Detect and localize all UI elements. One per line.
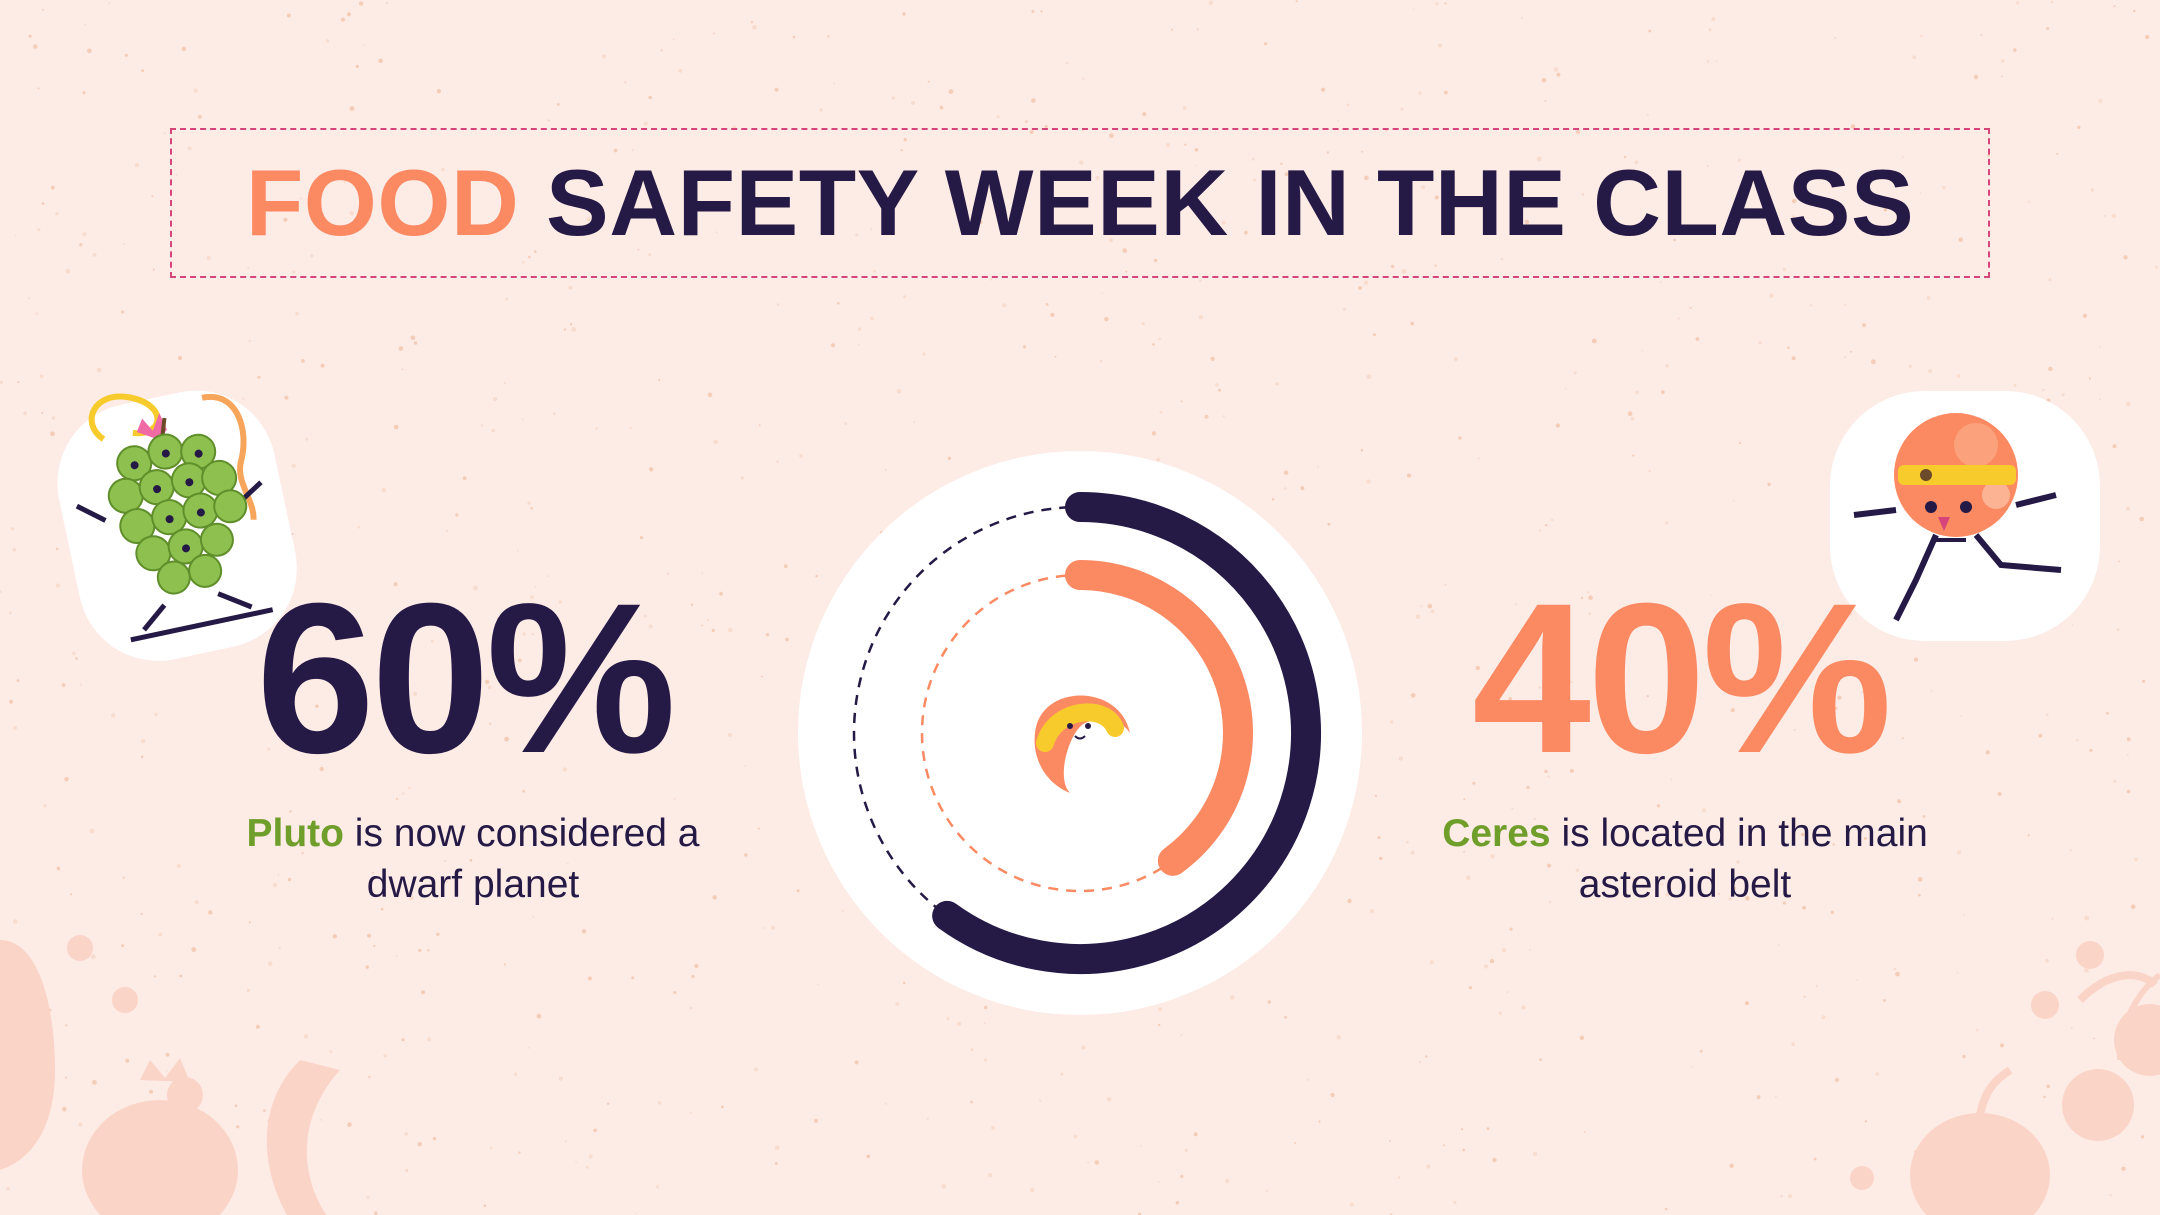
page-title: FOOD SAFETY WEEK IN THE CLASS [246,149,1914,257]
title-rest: SAFETY WEEK IN THE CLASS [546,150,1915,255]
caption-right-highlight: Ceres [1442,812,1551,855]
arc-series-1 [932,492,1321,974]
fruit-silhouette-icon [0,935,340,1215]
chart-backdrop [798,451,1362,1015]
grape-sticker-icon [57,390,297,661]
title-box: FOOD SAFETY WEEK IN THE CLASS [170,128,1990,278]
caption-left-highlight: Pluto [246,812,344,855]
caption-left: Pluto is now considered a dwarf planet [213,808,733,910]
peach-sticker-icon [1830,391,2100,641]
arc-series-2 [1065,560,1253,876]
caption-left-text: is now considered a dwarf planet [343,812,700,906]
caption-right-text: is located in the main asteroid belt [1550,812,1928,906]
donut-chart [798,451,1362,1015]
stat-value-left: 60% [256,559,676,798]
caption-right: Ceres is located in the main asteroid be… [1425,808,1945,910]
croissant-icon [1034,695,1130,793]
fruit-silhouette-icon [1850,941,2160,1215]
title-accent: FOOD [245,150,520,255]
stat-value-right: 40% [1472,559,1892,798]
